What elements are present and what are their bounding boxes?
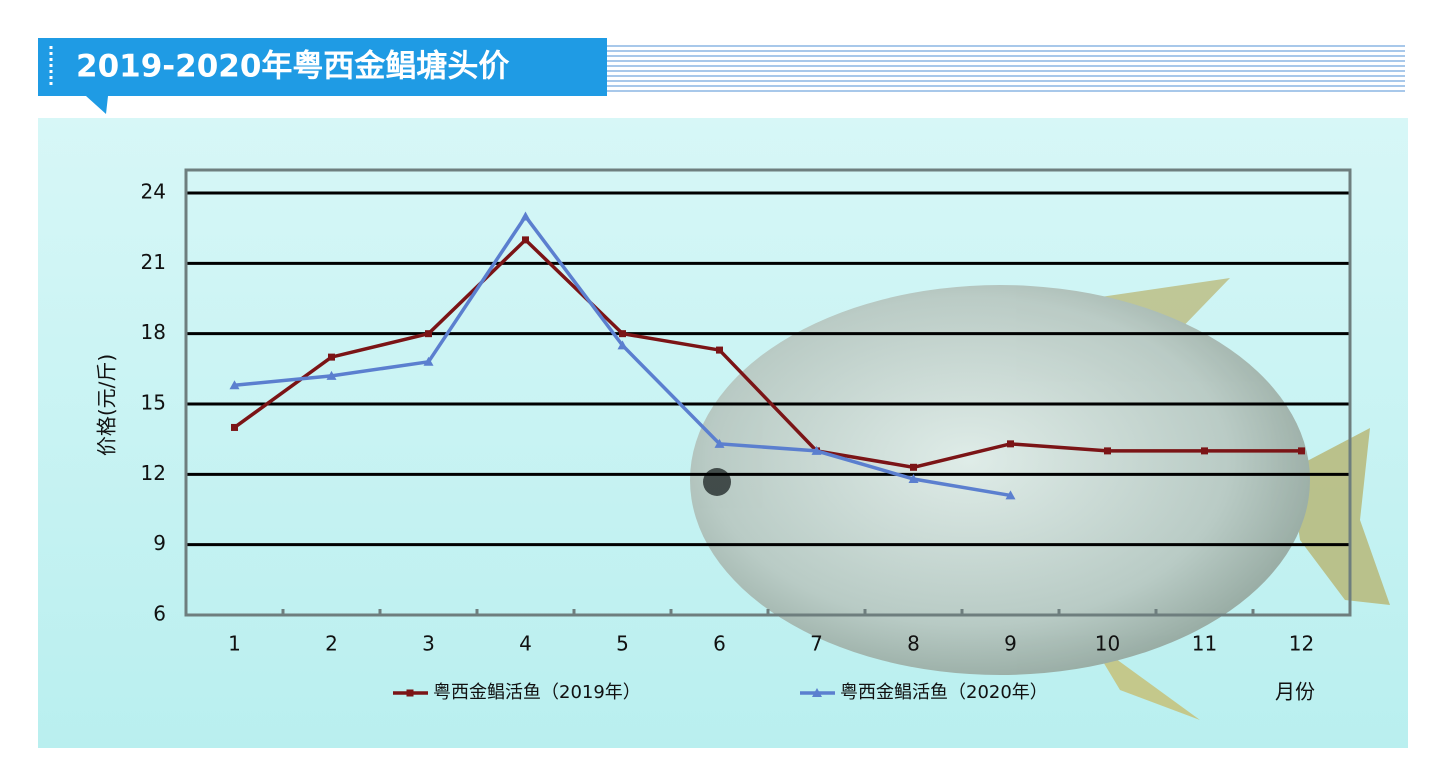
y-tick-label: 21 xyxy=(141,250,166,274)
point xyxy=(406,689,414,697)
x-tick-label: 1 xyxy=(228,632,241,656)
point xyxy=(1298,447,1305,455)
point xyxy=(423,356,434,366)
fish-decoration xyxy=(690,278,1390,720)
x-tick-label: 7 xyxy=(810,632,823,656)
y-tick-label: 15 xyxy=(141,391,166,415)
stripes xyxy=(607,42,1405,92)
point xyxy=(908,474,919,484)
y-tick-label: 9 xyxy=(153,531,166,555)
x-tick-label: 9 xyxy=(1004,632,1017,656)
x-tick-label: 11 xyxy=(1192,632,1217,656)
y-tick-label: 6 xyxy=(153,602,166,626)
point xyxy=(1005,490,1016,500)
point xyxy=(326,370,337,380)
point xyxy=(619,330,626,338)
point xyxy=(1201,447,1208,455)
point xyxy=(328,353,335,361)
y-tick-label: 12 xyxy=(141,461,166,485)
point xyxy=(811,445,822,455)
x-tick-label: 5 xyxy=(616,632,629,656)
y-axis-label: 价格(元/斤) xyxy=(95,354,119,456)
point xyxy=(812,688,822,697)
point xyxy=(1007,440,1014,448)
x-tick-label: 12 xyxy=(1289,632,1314,656)
legend-label: 粤西金鲳活鱼（2019年） xyxy=(433,682,641,703)
point xyxy=(522,236,529,244)
x-tick-label: 4 xyxy=(519,632,532,656)
y-tick-label: 24 xyxy=(141,180,166,204)
x-tick-label: 2 xyxy=(325,632,338,656)
x-axis-label: 月份 xyxy=(1275,680,1315,704)
point xyxy=(714,438,725,448)
point xyxy=(425,330,432,338)
point xyxy=(231,423,238,431)
point xyxy=(617,340,628,350)
point xyxy=(229,380,240,390)
point xyxy=(1104,447,1111,455)
x-tick-label: 6 xyxy=(713,632,726,656)
series-line xyxy=(233,237,1302,470)
x-tick-label: 8 xyxy=(907,632,920,656)
x-tick-label: 10 xyxy=(1095,632,1120,656)
x-tick-label: 3 xyxy=(422,632,435,656)
chart-title: 2019-2020年粤西金鲳塘头价 xyxy=(76,49,509,85)
point xyxy=(716,346,723,354)
legend-label: 粤西金鲳活鱼（2020年） xyxy=(840,682,1048,703)
title-banner xyxy=(38,38,607,114)
y-tick-label: 18 xyxy=(141,320,166,344)
point xyxy=(520,211,531,221)
point xyxy=(910,463,917,471)
